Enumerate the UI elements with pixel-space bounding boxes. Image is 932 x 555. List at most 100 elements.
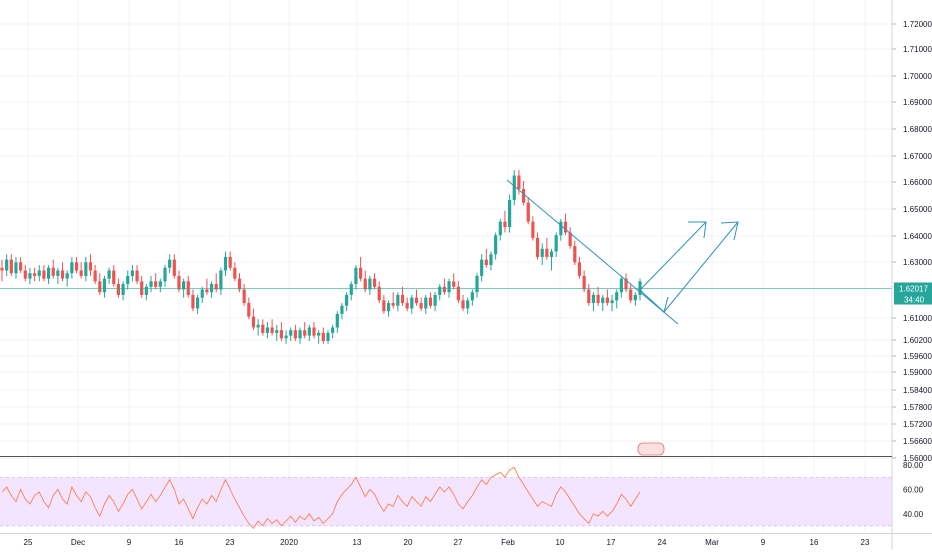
arrow-head-right[interactable] — [720, 221, 739, 241]
candle-down — [419, 303, 423, 309]
candle-down — [261, 324, 265, 333]
candle-down — [112, 270, 116, 285]
candle-up — [494, 235, 498, 255]
candle-down — [293, 330, 297, 339]
candle-up — [65, 273, 69, 279]
candle-down — [98, 281, 102, 293]
candle-up — [317, 332, 321, 336]
candle-up — [498, 221, 502, 236]
price-tick-label: 1.66000 — [903, 178, 932, 187]
date-tick-label: Dec — [71, 538, 85, 547]
candle-down — [214, 284, 218, 290]
candle-up — [554, 235, 558, 252]
candle-up — [591, 294, 596, 304]
candle-down — [9, 259, 13, 274]
candle-up — [354, 267, 358, 285]
candle-down — [237, 278, 242, 290]
candle-up — [130, 270, 134, 276]
candle-down — [624, 278, 628, 290]
price-tick-label: 1.70000 — [903, 72, 932, 81]
price-tick-label: 1.64000 — [903, 232, 932, 241]
candle-down — [405, 303, 409, 309]
candle-up — [386, 303, 391, 312]
countdown-value: 34:40 — [904, 296, 925, 305]
candle-down — [377, 286, 381, 301]
candle-down — [629, 289, 633, 301]
candle-up — [615, 292, 619, 301]
candle-up — [28, 273, 32, 279]
candle-up — [182, 281, 186, 290]
date-tick-label: 9 — [127, 538, 132, 547]
candle-up — [275, 330, 279, 333]
candle-down — [363, 278, 367, 290]
candle-down — [186, 281, 190, 295]
candle-down — [577, 262, 582, 276]
date-tick-label: 25 — [24, 538, 33, 547]
price-tick-label: 1.56600 — [903, 437, 932, 446]
drawings-layer[interactable] — [506, 179, 739, 325]
candle-up — [14, 262, 18, 274]
candle-down — [391, 303, 395, 306]
date-tick-label: 2020 — [280, 538, 298, 547]
candle-up — [396, 294, 400, 306]
candle-up — [46, 267, 51, 279]
candle-up — [508, 199, 512, 228]
candle-down — [517, 175, 521, 190]
date-tick-label: 23 — [861, 538, 870, 547]
price-tick-label: 1.59000 — [903, 368, 932, 377]
grid-layer — [0, 0, 892, 532]
trend-line[interactable] — [506, 179, 679, 325]
date-tick-label: 10 — [556, 538, 565, 547]
events-badge[interactable] — [637, 442, 665, 456]
price-tick-label: 1.65000 — [903, 205, 932, 214]
candle-up — [284, 335, 288, 339]
arrow-head-down[interactable] — [649, 296, 669, 313]
candle-down — [172, 259, 176, 276]
candle-down — [563, 221, 568, 233]
candle-up — [5, 259, 9, 271]
date-tick-label: 27 — [454, 538, 463, 547]
candle-down — [312, 327, 316, 336]
candle-down — [233, 267, 237, 279]
price-tick-label: 1.57200 — [903, 420, 932, 429]
candle-up — [158, 281, 162, 287]
candle-up — [475, 275, 479, 293]
candle-down — [228, 256, 232, 268]
price-tick-label: 1.60200 — [903, 336, 932, 345]
candle-up — [102, 278, 107, 293]
candle-down — [23, 270, 27, 279]
price-tick-label: 1.59600 — [903, 352, 932, 361]
candle-up — [256, 324, 260, 328]
date-tick-label: 17 — [607, 538, 616, 547]
candle-down — [74, 262, 79, 271]
candle-down — [60, 270, 65, 279]
arrow-head-left[interactable] — [688, 221, 707, 239]
price-tick-label: 1.63000 — [903, 258, 932, 267]
price-tick-label: 1.71000 — [903, 45, 932, 54]
candle-down — [531, 221, 535, 238]
candle-down — [372, 278, 377, 287]
candle-down — [452, 281, 456, 287]
candle-up — [168, 259, 172, 268]
candle-down — [358, 267, 363, 279]
candle-down — [587, 289, 591, 304]
date-tick-label: 23 — [226, 538, 235, 547]
candle-up — [466, 300, 470, 309]
candle-down — [605, 297, 610, 304]
candle-up — [209, 284, 214, 293]
candle-down — [251, 316, 256, 328]
price-tick-label: 1.69000 — [903, 98, 932, 107]
projection-path-left[interactable] — [639, 221, 707, 291]
candle-down — [32, 273, 37, 276]
rsi-tick-label: 40.00 — [903, 510, 924, 519]
date-tick-label: 9 — [761, 538, 766, 547]
candle-up — [149, 281, 153, 287]
candle-down — [582, 275, 586, 290]
candle-up — [298, 330, 302, 339]
candle-down — [177, 275, 181, 290]
candle-down — [116, 284, 121, 295]
price-tick-label: 1.56000 — [903, 454, 932, 463]
